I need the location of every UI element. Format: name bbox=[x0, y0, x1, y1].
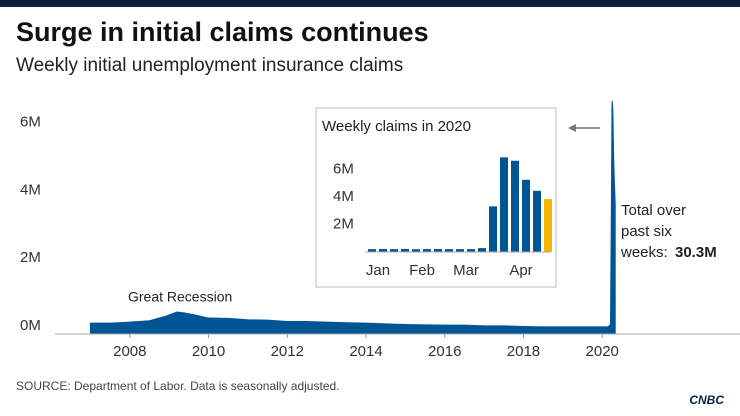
y-tick-label: 6M bbox=[20, 113, 41, 130]
arrow-head bbox=[568, 124, 576, 132]
bar bbox=[533, 190, 541, 252]
y-tick-label: 0M bbox=[20, 317, 41, 334]
annotation: Great Recession bbox=[128, 289, 232, 305]
chart-title: Surge in initial claims continues bbox=[16, 17, 429, 47]
bar bbox=[489, 206, 497, 252]
bar bbox=[544, 199, 552, 252]
y-tick-label: 2M bbox=[20, 249, 41, 266]
source: SOURCE: Department of Labor. Data is sea… bbox=[16, 379, 340, 393]
bar bbox=[390, 249, 398, 252]
bar bbox=[412, 249, 420, 252]
top-band bbox=[0, 0, 740, 7]
bar bbox=[368, 249, 376, 252]
x-tick-label: Feb bbox=[409, 262, 435, 279]
y-tick-label: 2M bbox=[333, 215, 354, 232]
logo: CNBC bbox=[689, 393, 724, 407]
x-tick-label: 2014 bbox=[349, 343, 382, 360]
bar bbox=[478, 248, 486, 252]
area bbox=[89, 100, 616, 335]
x-tick-label: 2018 bbox=[507, 343, 540, 360]
x-tick-label: 2010 bbox=[192, 343, 225, 360]
bar bbox=[434, 248, 442, 252]
x-tick-label: 2012 bbox=[271, 343, 304, 360]
annotation: past six bbox=[621, 223, 672, 240]
bar bbox=[401, 248, 409, 252]
annotation-value: 30.3M bbox=[675, 244, 717, 261]
y-tick-label: 4M bbox=[333, 188, 354, 205]
y-tick-label: 6M bbox=[333, 160, 354, 177]
bar bbox=[423, 249, 431, 252]
bar bbox=[522, 179, 530, 252]
bar bbox=[456, 249, 464, 252]
x-tick-label: Jan bbox=[366, 262, 390, 279]
x-tick-label: Mar bbox=[453, 262, 479, 279]
inset-title: Weekly claims in 2020 bbox=[322, 118, 471, 135]
bar bbox=[467, 249, 475, 252]
x-tick-label: 2020 bbox=[586, 343, 619, 360]
x-tick-label: Apr bbox=[509, 262, 532, 279]
annotation: Total over bbox=[621, 202, 686, 219]
bar bbox=[379, 248, 387, 252]
chart-subtitle: Weekly initial unemployment insurance cl… bbox=[16, 55, 403, 76]
x-tick-label: 2008 bbox=[113, 343, 146, 360]
bar bbox=[445, 249, 453, 252]
x-tick-label: 2016 bbox=[428, 343, 461, 360]
bar bbox=[500, 157, 508, 252]
annotation: weeks: bbox=[620, 244, 668, 261]
y-tick-label: 4M bbox=[20, 181, 41, 198]
bar bbox=[511, 160, 519, 252]
